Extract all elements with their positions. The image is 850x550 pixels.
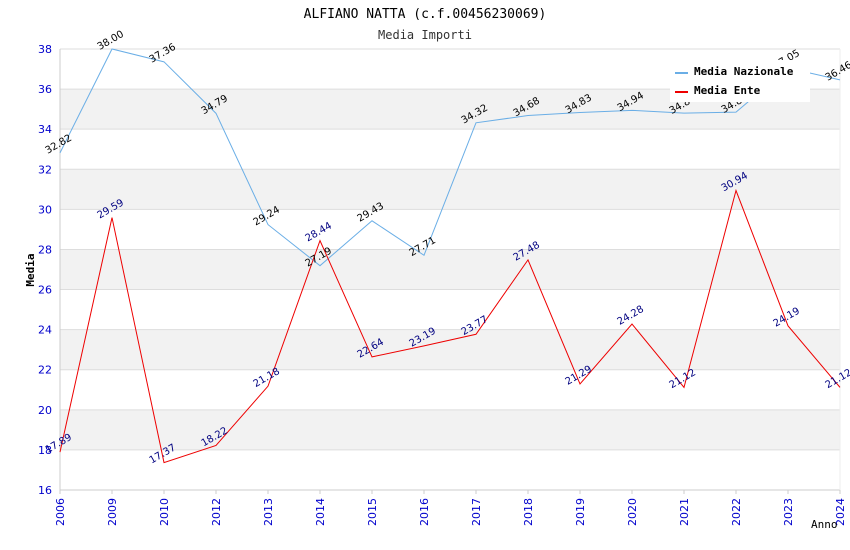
y-tick-label: 28	[38, 243, 52, 256]
data-label-ente: 21.12	[824, 367, 850, 391]
data-label-ente: 24.19	[772, 306, 802, 330]
y-tick-label: 38	[38, 43, 52, 56]
y-tick-label: 20	[38, 404, 52, 417]
grid-band	[60, 329, 840, 370]
x-tick-label: 2009	[106, 498, 119, 526]
x-tick-label: 2017	[470, 498, 483, 526]
y-tick-label: 22	[38, 364, 52, 377]
series-line-ente	[59, 188, 841, 464]
y-tick-label: 36	[38, 83, 52, 96]
legend-box	[670, 60, 810, 102]
y-tick-label: 32	[38, 163, 52, 176]
x-tick-label: 2019	[574, 498, 587, 526]
x-tick-label: 2022	[730, 498, 743, 526]
x-tick-label: 2016	[418, 498, 431, 526]
y-tick-label: 18	[38, 444, 52, 457]
x-tick-label: 2021	[678, 498, 691, 526]
y-tick-label: 26	[38, 284, 52, 297]
y-tick-label: 30	[38, 203, 52, 216]
data-label-ente: 28.44	[304, 221, 334, 245]
x-tick-label: 2023	[782, 498, 795, 526]
legend-label-nazionale: Media Nazionale	[694, 65, 794, 78]
data-label-nazionale: 32.82	[44, 133, 74, 157]
data-label-ente: 17.89	[44, 432, 74, 456]
x-tick-label: 2024	[834, 498, 847, 526]
data-label-ente: 24.28	[616, 304, 646, 328]
series-lines	[59, 48, 841, 464]
grid-lines	[60, 48, 840, 491]
y-ticks: 16 18 20 22 24 26 28 30 32 34 36 38	[38, 43, 52, 497]
x-tick-label: 2020	[626, 498, 639, 526]
legend-label-ente: Media Ente	[694, 84, 761, 97]
grid-band	[60, 409, 840, 450]
chart-subtitle: Media Importi	[378, 28, 472, 42]
grid-bands	[60, 89, 840, 450]
y-tick-label: 24	[38, 324, 52, 337]
x-axis-label: Anno	[811, 518, 838, 531]
legend: Media Nazionale Media Ente	[670, 60, 810, 102]
axes	[59, 49, 841, 491]
x-ticks: 2006 2009 2010 2012 2013 2014 2015 2016 2017 2018…	[54, 490, 847, 526]
data-label-nazionale: 36.46	[824, 60, 850, 84]
x-tick-label: 2010	[158, 498, 171, 526]
y-tick-label: 34	[38, 123, 52, 136]
x-tick-label: 2018	[522, 498, 535, 526]
x-tick-label: 2014	[314, 498, 327, 526]
x-tick-label: 2013	[262, 498, 275, 526]
x-tick-label: 2012	[210, 498, 223, 526]
x-tick-label: 2006	[54, 498, 67, 526]
series-line-nazionale	[59, 48, 841, 267]
y-tick-label: 16	[38, 484, 52, 497]
data-label-ente: 21.12	[668, 367, 698, 391]
x-tick-label: 2015	[366, 498, 379, 526]
chart-title: ALFIANO NATTA (c.f.00456230069)	[304, 7, 547, 22]
y-axis-label: Media	[24, 253, 37, 286]
grid-band	[60, 249, 840, 290]
